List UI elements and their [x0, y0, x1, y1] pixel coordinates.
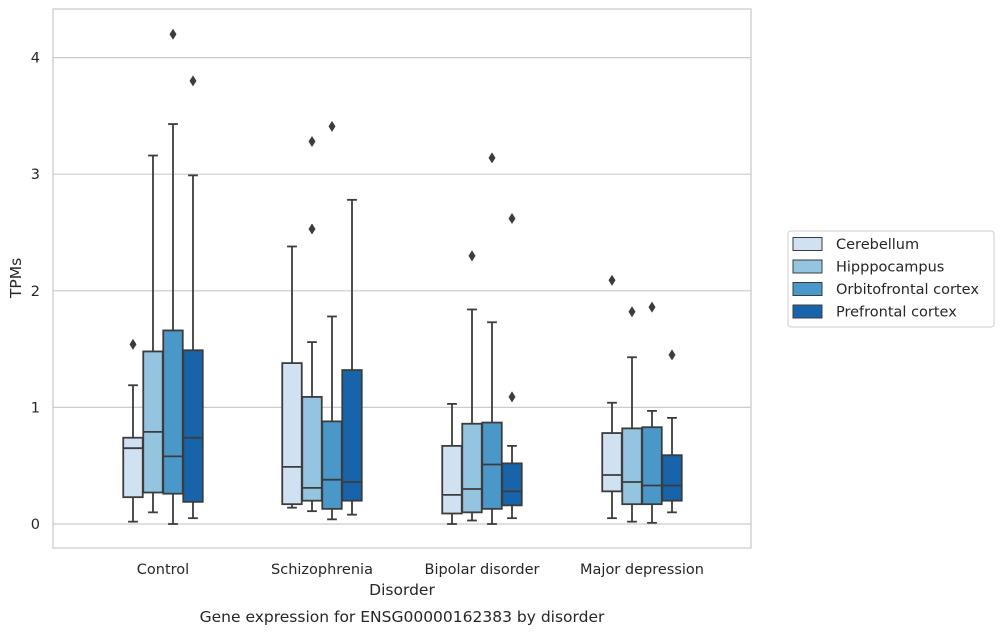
legend-label: Hipppocampus	[836, 260, 944, 276]
legend-label: Orbitofrontal cortex	[836, 282, 979, 298]
y-tick-label: 1	[31, 400, 40, 416]
box-iqr	[481, 421, 503, 510]
box-3-1	[341, 198, 363, 516]
box-iqr	[162, 329, 184, 495]
outlier-point	[468, 250, 476, 262]
y-axis-title: TPMs	[7, 258, 25, 299]
box-iqr	[621, 427, 643, 506]
box-2-3	[641, 301, 663, 524]
x-axis-title: Disorder	[369, 581, 435, 599]
outlier-point	[129, 338, 137, 350]
box-iqr	[461, 422, 483, 514]
legend-swatch	[792, 237, 823, 251]
box-3-0	[182, 75, 204, 520]
outlier-point	[169, 28, 177, 40]
figure-caption: Gene expression for ENSG00000162383 by d…	[200, 608, 605, 626]
legend-frame	[787, 230, 995, 328]
box-iqr	[142, 350, 164, 494]
box-series	[122, 28, 683, 525]
outlier-point	[608, 274, 616, 286]
box-0-3	[601, 274, 623, 520]
x-tick-label: Major depression	[580, 562, 704, 578]
box-2-2	[481, 152, 503, 525]
box-iqr	[122, 436, 144, 499]
box-0-2	[441, 403, 463, 525]
box-1-0	[142, 154, 164, 514]
box-iqr	[182, 349, 204, 503]
box-iqr	[301, 396, 323, 502]
legend-label: Cerebellum	[836, 237, 919, 253]
outlier-point	[189, 75, 197, 87]
box-iqr	[501, 462, 523, 507]
box-iqr	[281, 362, 303, 506]
x-tick-label: Bipolar disorder	[425, 562, 540, 578]
box-iqr	[641, 426, 663, 506]
outlier-point	[508, 213, 516, 225]
box-2-1	[321, 120, 343, 521]
box-iqr	[441, 444, 463, 515]
outlier-point	[488, 152, 496, 164]
x-tick-label: Schizophrenia	[271, 562, 373, 578]
outlier-point	[328, 120, 336, 132]
x-tick-label: Control	[137, 562, 189, 578]
outlier-point	[648, 301, 656, 313]
outlier-point	[508, 391, 516, 403]
outlier-point	[668, 349, 676, 361]
legend-swatch	[792, 304, 823, 319]
legend-label: Prefrontal cortex	[836, 305, 957, 321]
box-iqr	[661, 454, 683, 502]
legend: Cerebellum Hipppocampus Orbitofrontal cort…	[787, 230, 995, 328]
box-3-3	[661, 349, 683, 514]
box-1-1	[301, 136, 323, 513]
outlier-point	[628, 306, 636, 318]
box-iqr	[341, 369, 363, 502]
y-tick-label: 3	[31, 167, 40, 183]
legend-swatch	[792, 282, 823, 296]
box-iqr	[601, 432, 623, 493]
box-0-1	[281, 245, 303, 509]
y-tick-labels: 0 1 2 3 4	[31, 51, 40, 533]
box-1-3	[621, 306, 643, 523]
outlier-point	[308, 223, 316, 235]
outlier-point	[308, 136, 316, 148]
box-0-0	[122, 338, 144, 523]
box-2-0	[162, 28, 184, 525]
y-tick-label: 4	[31, 51, 40, 67]
y-tick-label: 0	[31, 517, 40, 533]
box-iqr	[321, 420, 343, 510]
plot-frame	[52, 8, 752, 549]
y-tick-label: 2	[31, 284, 40, 300]
x-tick-labels: Control Schizophrenia Bipolar disorder Majo…	[137, 562, 704, 578]
box-3-2	[501, 213, 523, 520]
legend-swatch	[792, 259, 823, 274]
